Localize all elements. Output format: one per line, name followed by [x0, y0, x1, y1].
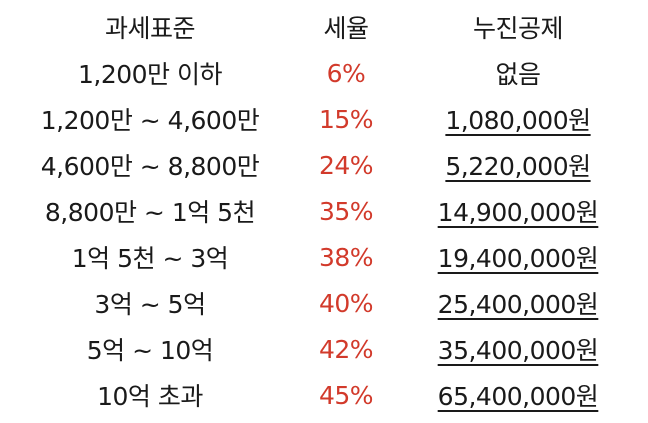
table-header-row: 과세표준 세율 누진공제	[0, 4, 648, 50]
bracket-cell: 10억 초과	[97, 382, 203, 411]
table-row: 8,800만 ~ 1억 5천 35% 14,900,000원	[0, 188, 648, 234]
bracket-cell: 1,200만 이하	[77, 60, 223, 89]
header-deduction: 누진공제	[472, 14, 564, 43]
deduction-cell: 25,400,000원	[437, 290, 599, 319]
deduction-cell: 없음	[495, 60, 541, 89]
deduction-cell: 5,220,000원	[445, 152, 591, 181]
rate-cell: 15%	[318, 104, 374, 134]
header-rate: 세율	[323, 14, 369, 43]
table-row: 1,200만 이하 6% 없음	[0, 50, 648, 96]
rate-cell: 42%	[318, 334, 374, 364]
deduction-cell: 65,400,000원	[437, 382, 599, 411]
rate-cell: 24%	[318, 150, 374, 180]
bracket-cell: 1,200만 ~ 4,600만	[40, 106, 260, 135]
deduction-cell: 35,400,000원	[437, 336, 599, 365]
deduction-cell: 19,400,000원	[437, 244, 599, 273]
bracket-cell: 8,800만 ~ 1억 5천	[44, 198, 256, 227]
rate-cell: 38%	[318, 242, 374, 272]
rate-cell: 35%	[318, 196, 374, 226]
bracket-cell: 4,600만 ~ 8,800만	[40, 152, 260, 181]
rate-cell: 45%	[318, 380, 374, 410]
table-row: 4,600만 ~ 8,800만 24% 5,220,000원	[0, 142, 648, 188]
rate-cell: 40%	[318, 288, 374, 318]
bracket-cell: 3억 ~ 5억	[94, 290, 206, 319]
table-row: 5억 ~ 10억 42% 35,400,000원	[0, 326, 648, 372]
bracket-cell: 1억 5천 ~ 3억	[71, 244, 229, 273]
table-row: 1,200만 ~ 4,600만 15% 1,080,000원	[0, 96, 648, 142]
bracket-cell: 5억 ~ 10억	[86, 336, 214, 365]
rate-cell: 6%	[326, 58, 366, 88]
table-row: 1억 5천 ~ 3억 38% 19,400,000원	[0, 234, 648, 280]
deduction-cell: 14,900,000원	[437, 198, 599, 227]
header-bracket: 과세표준	[104, 14, 196, 43]
table-row: 10억 초과 45% 65,400,000원	[0, 372, 648, 418]
deduction-cell: 1,080,000원	[445, 106, 591, 135]
table-row: 3억 ~ 5억 40% 25,400,000원	[0, 280, 648, 326]
